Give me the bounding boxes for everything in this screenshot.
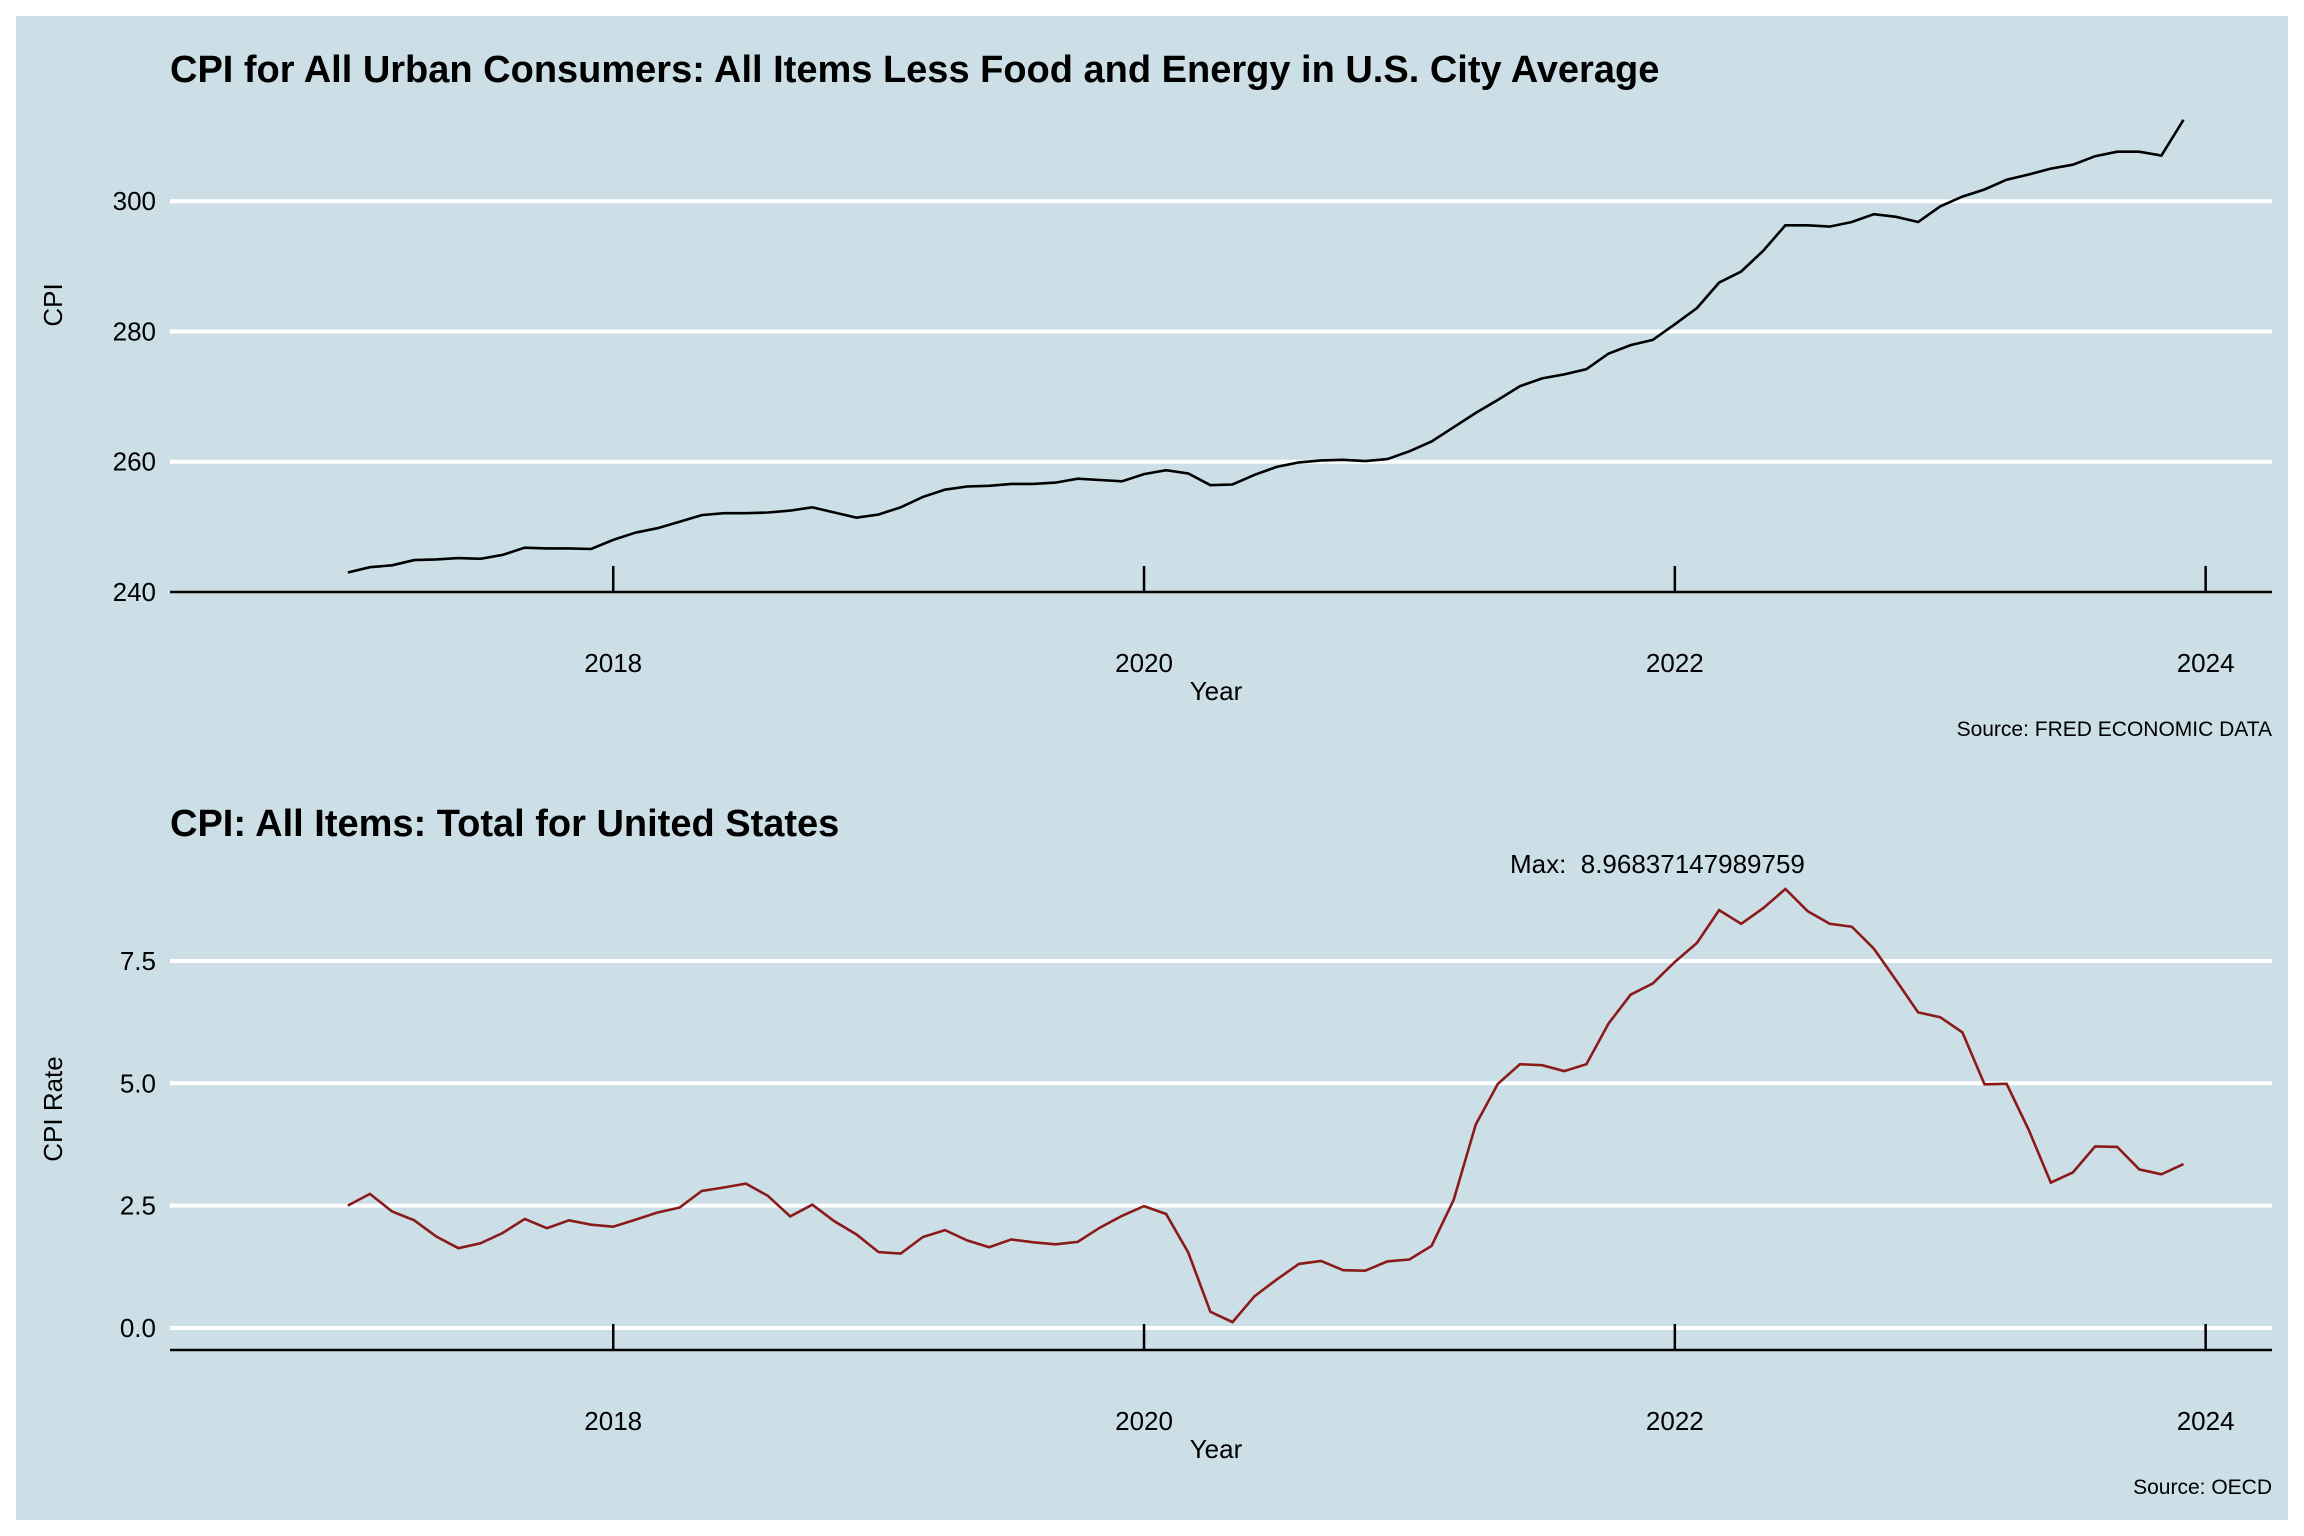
y-gridlines: [170, 958, 2272, 1330]
x-tick-label: 2020: [1115, 1406, 1173, 1436]
x-tick-label: 2022: [1646, 1406, 1704, 1436]
cpi-rate-chart: CPI: All Items: Total for United States …: [38, 803, 2272, 1499]
x-tick-label: 2018: [584, 1406, 642, 1436]
y-axis-label: CPI Rate: [38, 1056, 68, 1162]
chart-canvas: CPI for All Urban Consumers: All Items L…: [16, 16, 2288, 1520]
chart-panel: CPI for All Urban Consumers: All Items L…: [16, 16, 2288, 1520]
y-tick-label: 300: [113, 186, 156, 216]
x-ticks: 2018 2020 2022 2024: [584, 566, 2235, 678]
y-tick-labels: 240 260 280 300: [113, 186, 156, 607]
y-tick-label: 260: [113, 447, 156, 477]
x-axis-label: Year: [1190, 1434, 1243, 1464]
chart-background: [16, 16, 2288, 1520]
y-tick-label: 280: [113, 316, 156, 346]
x-tick-label: 2024: [2177, 1406, 2235, 1436]
y-gridlines: [170, 199, 2272, 464]
series-line-cpi-rate: [347, 887, 2185, 1324]
x-tick-label: 2020: [1115, 648, 1173, 678]
x-tick-label: 2024: [2177, 648, 2235, 678]
series-line-cpi: [347, 119, 2185, 574]
x-tick-label: 2022: [1646, 648, 1704, 678]
x-axis-label: Year: [1190, 676, 1243, 706]
y-tick-label: 5.0: [120, 1068, 156, 1098]
y-tick-label: 0.0: [120, 1313, 156, 1343]
y-tick-labels: 0.0 2.5 5.0 7.5: [120, 946, 156, 1343]
cpi-core-chart: CPI for All Urban Consumers: All Items L…: [38, 49, 2272, 741]
source-caption: Source: FRED ECONOMIC DATA: [1957, 718, 2272, 741]
y-tick-label: 2.5: [120, 1191, 156, 1221]
chart-title: CPI for All Urban Consumers: All Items L…: [170, 49, 1659, 91]
x-ticks: 2018 2020 2022 2024: [584, 1324, 2235, 1436]
chart-title: CPI: All Items: Total for United States: [170, 803, 839, 845]
y-axis-label: CPI: [38, 283, 68, 326]
max-annotation: Max: 8.96837147989759: [1510, 849, 1805, 879]
x-tick-label: 2018: [584, 648, 642, 678]
y-tick-label: 7.5: [120, 946, 156, 976]
source-caption: Source: OECD: [2133, 1476, 2272, 1499]
y-tick-label: 240: [113, 577, 156, 607]
